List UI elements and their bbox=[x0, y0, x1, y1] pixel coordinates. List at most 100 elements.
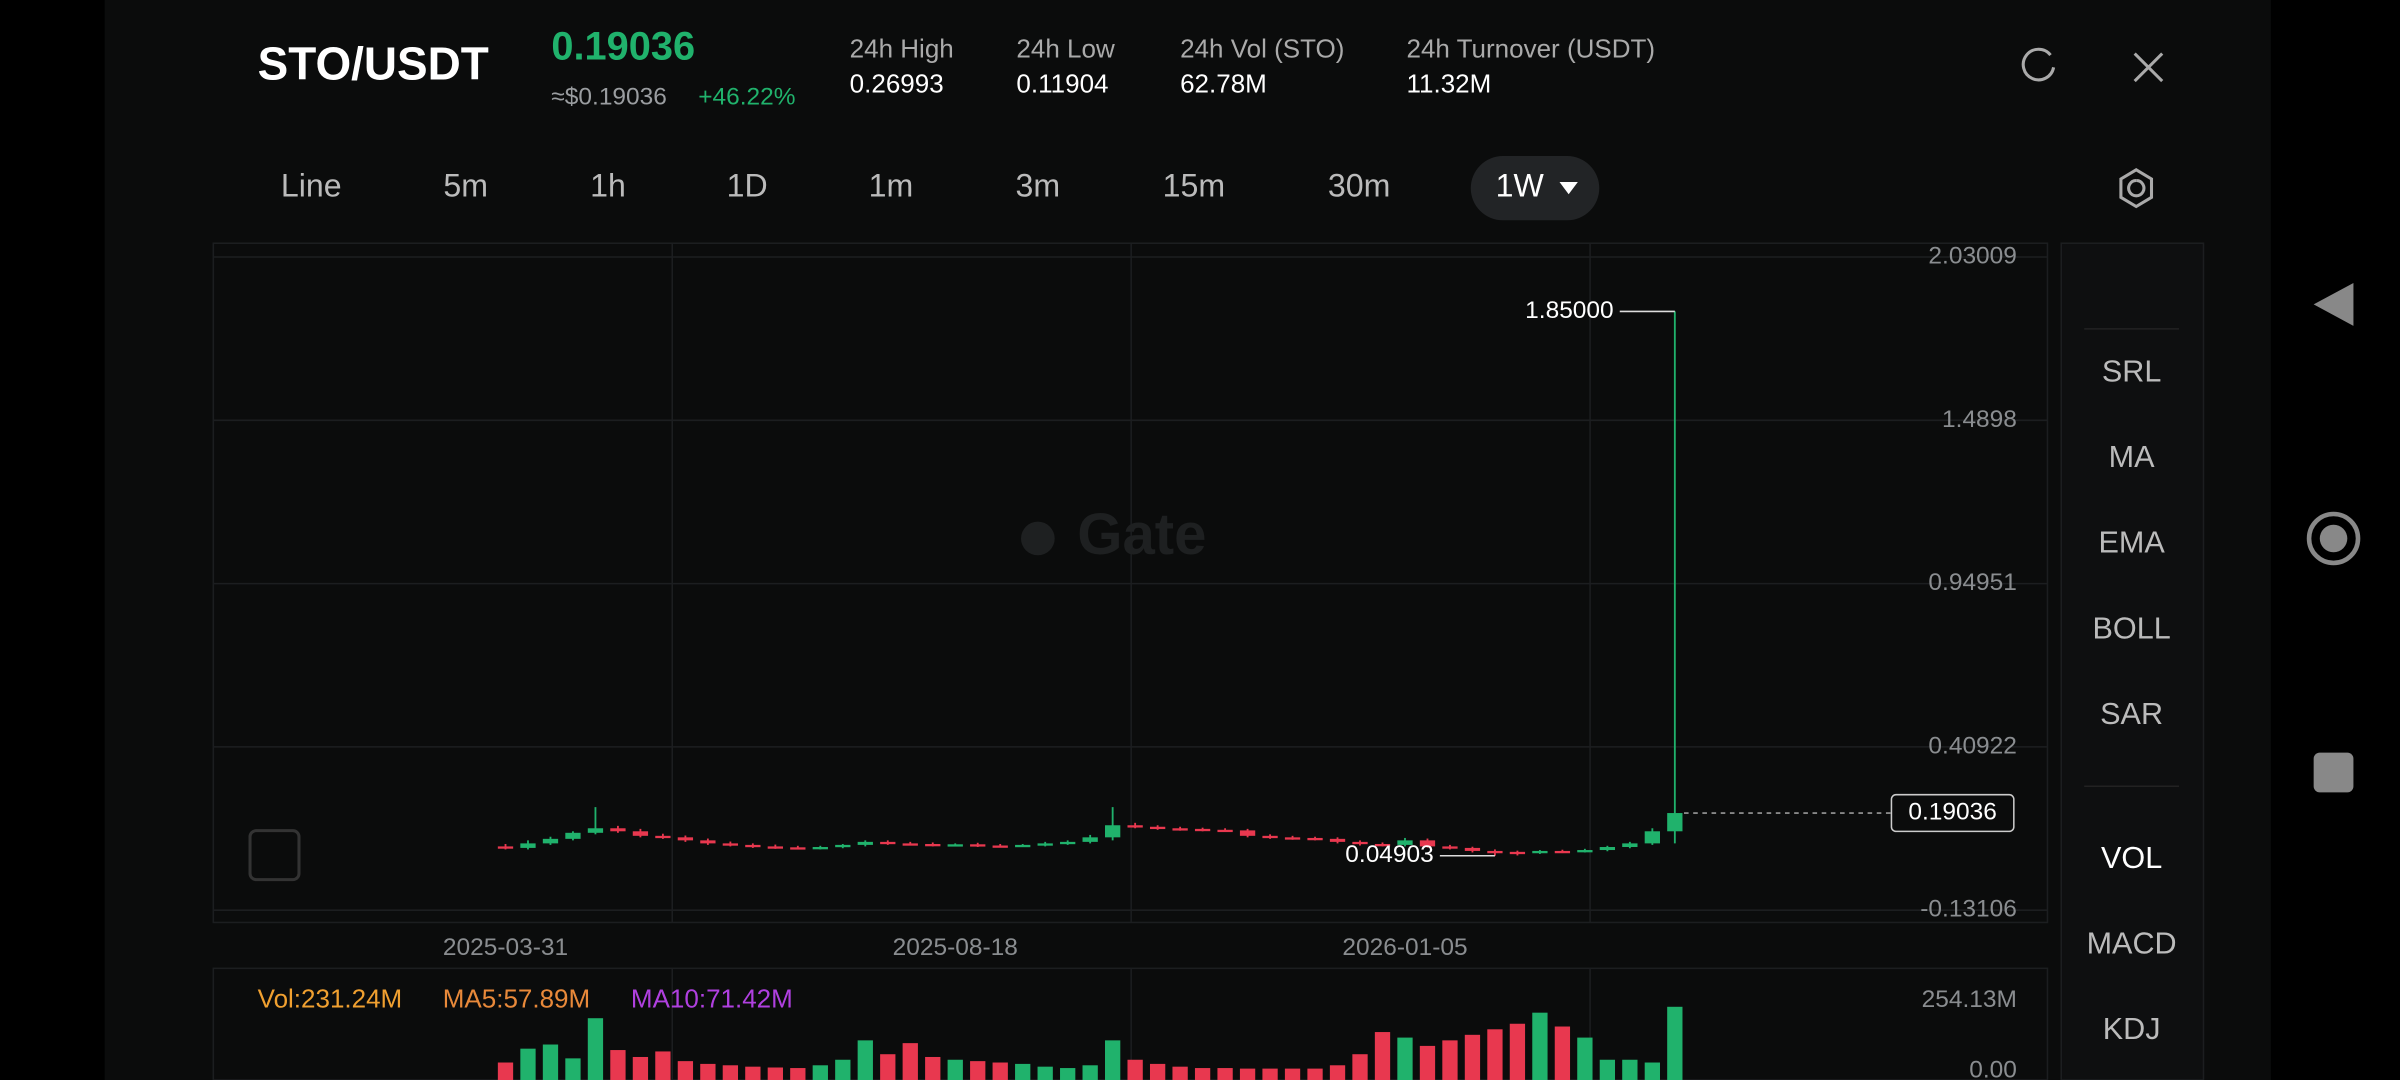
candle-body bbox=[655, 835, 671, 839]
indicator[interactable]: SRL bbox=[2102, 354, 2161, 388]
settings-icon[interactable] bbox=[2119, 168, 2154, 209]
last-price-box bbox=[1890, 793, 2015, 833]
x-tick-label: 2026-01-05 bbox=[1342, 934, 1467, 961]
volume-bar bbox=[947, 1059, 963, 1080]
volume-bar bbox=[1172, 1066, 1188, 1080]
tab[interactable]: 15m bbox=[1163, 168, 1225, 204]
volume-bar bbox=[1329, 1065, 1346, 1080]
candle-body bbox=[610, 828, 626, 832]
volume-bar bbox=[745, 1066, 761, 1080]
candle-body bbox=[1262, 835, 1278, 839]
volume-bar bbox=[1105, 1040, 1121, 1080]
indicator[interactable]: VOL bbox=[2101, 841, 2162, 875]
nav-recent[interactable] bbox=[2313, 752, 2354, 793]
volume-bar bbox=[610, 1050, 626, 1080]
stat-value: 0.11904 bbox=[1016, 69, 1108, 99]
tab[interactable]: 1W bbox=[1496, 168, 1545, 204]
candle-body bbox=[1644, 831, 1660, 844]
tab[interactable]: 5m bbox=[443, 168, 488, 204]
tab[interactable]: 1m bbox=[869, 168, 914, 204]
candle-body bbox=[1060, 841, 1076, 845]
volume-bar bbox=[812, 1065, 828, 1080]
stat-value: 62.78M bbox=[1180, 69, 1267, 99]
indicator[interactable]: SAR bbox=[2100, 697, 2163, 731]
volume-bar bbox=[587, 1018, 604, 1080]
volume-bar bbox=[1509, 1023, 1526, 1080]
volume-bar bbox=[700, 1063, 716, 1080]
volume-bar bbox=[992, 1062, 1008, 1080]
tab-selected-bg bbox=[1470, 156, 1600, 221]
tab[interactable]: 30m bbox=[1328, 168, 1390, 204]
volume-bar bbox=[1464, 1034, 1481, 1080]
volume-bar bbox=[1397, 1037, 1413, 1080]
candle-body bbox=[1105, 825, 1121, 838]
stat-label: 24h Turnover (USDT) bbox=[1407, 33, 1656, 63]
annotation: 1.85000 bbox=[1525, 297, 1613, 324]
y-tick-label: 2.03009 bbox=[1928, 242, 2016, 269]
volume-bar bbox=[1487, 1029, 1503, 1080]
volume-bar bbox=[1667, 1006, 1683, 1080]
volume-bar bbox=[902, 1043, 918, 1080]
candle-body bbox=[497, 846, 514, 849]
candle-body bbox=[1397, 840, 1413, 845]
volume-bar bbox=[925, 1056, 941, 1080]
x-tick-label: 2025-08-18 bbox=[893, 934, 1018, 961]
candle-body bbox=[587, 828, 604, 833]
candle-body bbox=[565, 832, 581, 839]
volume-bar bbox=[1239, 1068, 1256, 1080]
candle-body bbox=[1284, 837, 1301, 840]
refresh-icon[interactable] bbox=[2021, 47, 2056, 82]
last-price: 0.19036 bbox=[1908, 799, 1996, 826]
y-tick-label: -0.13106 bbox=[1920, 896, 2017, 923]
volume-bar bbox=[1262, 1068, 1278, 1080]
stat-label: 24h Vol (STO) bbox=[1180, 33, 1344, 63]
vol-tick-label: 254.13M bbox=[1922, 986, 2017, 1013]
volume-bar bbox=[1194, 1068, 1211, 1080]
indicator[interactable]: MACD bbox=[2087, 926, 2177, 960]
tab[interactable]: 1D bbox=[727, 168, 768, 204]
volume-bar bbox=[565, 1058, 581, 1080]
volume-bar bbox=[1374, 1032, 1391, 1080]
candle-body bbox=[1172, 828, 1188, 831]
indicator[interactable]: MA bbox=[2109, 440, 2155, 474]
tab[interactable]: 1h bbox=[590, 168, 626, 204]
tab[interactable]: 3m bbox=[1016, 168, 1061, 204]
volume-bar bbox=[1442, 1040, 1458, 1080]
candle-body bbox=[902, 843, 918, 846]
stat-label: 24h Low bbox=[1016, 33, 1115, 63]
nav-home[interactable] bbox=[2306, 511, 2361, 566]
volume-bar bbox=[632, 1056, 649, 1080]
volume-legend: MA5:57.89M bbox=[443, 983, 590, 1013]
volume-bar bbox=[497, 1062, 514, 1080]
candle-body bbox=[722, 843, 739, 846]
tool-icon[interactable] bbox=[248, 829, 301, 882]
candle-body bbox=[857, 841, 873, 845]
panel bbox=[104, 0, 2271, 1080]
volume-bar bbox=[767, 1067, 783, 1080]
volume-bar bbox=[1554, 1026, 1571, 1080]
stat-value: 0.26993 bbox=[850, 69, 944, 99]
nav-back[interactable] bbox=[2313, 283, 2354, 326]
candle-body bbox=[1667, 813, 1683, 832]
volume-bar bbox=[1127, 1059, 1143, 1080]
vol-tick-label: 0.00 bbox=[1969, 1056, 2017, 1080]
volume-bar bbox=[970, 1061, 986, 1080]
candle-body bbox=[1329, 838, 1346, 842]
volume-bar bbox=[1149, 1063, 1166, 1080]
candle-body bbox=[1442, 846, 1458, 849]
x-tick-label: 2025-03-31 bbox=[443, 934, 568, 961]
volume-bar bbox=[835, 1059, 851, 1080]
indicator[interactable]: EMA bbox=[2098, 526, 2165, 560]
indicator[interactable]: BOLL bbox=[2093, 611, 2171, 645]
close-icon[interactable] bbox=[2133, 52, 2164, 83]
volume-bar bbox=[1082, 1065, 1098, 1080]
candle-body bbox=[992, 845, 1008, 848]
candle-body bbox=[812, 847, 828, 850]
candle-body bbox=[790, 847, 806, 850]
indicator[interactable]: KDJ bbox=[2103, 1012, 2161, 1046]
volume-bar bbox=[1622, 1059, 1638, 1080]
candle-body bbox=[1464, 847, 1481, 851]
candle-body bbox=[1599, 847, 1616, 851]
tab[interactable]: Line bbox=[281, 168, 342, 204]
